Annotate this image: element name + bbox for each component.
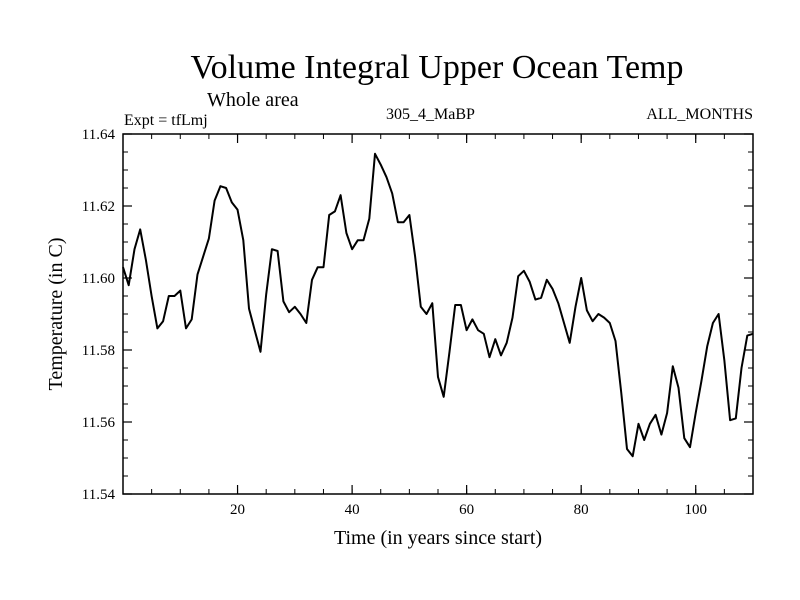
x-axis-label: Time (in years since start) [334,527,542,549]
y-tick-label: 11.58 [82,343,115,359]
y-tick-label: 11.64 [82,127,116,143]
x-tick-label: 80 [574,502,589,518]
series-line [122,152,754,458]
months-label: ALL_MONTHS [646,106,753,123]
chart-subtitle: Whole area [207,89,299,111]
expt-label: Expt = tfLmj [124,112,208,129]
y-tick-label: 11.56 [82,415,116,431]
y-tick-label: 11.54 [82,487,116,503]
x-tick-label: 40 [345,502,360,518]
x-tick-label: 60 [459,502,474,518]
plot-frame [122,133,754,495]
y-tick-label: 11.62 [82,199,115,215]
x-tick-label: 20 [230,502,245,518]
x-tick-label: 100 [684,502,707,518]
run-label: 305_4_MaBP [386,106,475,123]
y-axis-label: Temperature (in C) [45,238,67,391]
chart-title: Volume Integral Upper Ocean Temp [191,49,684,86]
y-tick-label: 11.60 [82,271,115,287]
